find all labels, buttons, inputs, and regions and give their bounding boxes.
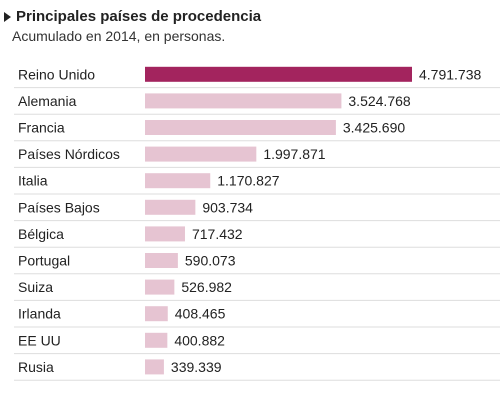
value-label-reino-unido: 4.791.738: [419, 66, 481, 82]
bar-francia: [145, 120, 336, 135]
category-label-rusia: Rusia: [18, 359, 54, 375]
value-label-francia: 3.425.690: [343, 120, 405, 136]
category-label-suiza: Suiza: [18, 279, 53, 295]
category-label-francia: Francia: [18, 120, 65, 136]
chart-header: Principales países de procedencia Acumul…: [4, 8, 261, 44]
value-label-italia: 1.170.827: [217, 173, 279, 189]
category-label-italia: Italia: [18, 173, 48, 189]
value-label-suiza: 526.982: [181, 279, 232, 295]
bar-paises-nordicos: [145, 146, 257, 162]
value-label-alemania: 3.524.768: [348, 93, 410, 109]
chart-subtitle: Acumulado en 2014, en personas.: [12, 28, 226, 44]
category-label-irlanda: Irlanda: [18, 306, 61, 322]
bar-ee-uu: [145, 332, 168, 348]
category-label-ee-uu: EE UU: [18, 332, 61, 348]
bar-portugal: [145, 253, 178, 268]
bar-paises-bajos: [145, 199, 196, 215]
triangle-bullet-icon: [4, 11, 11, 22]
category-label-portugal: Portugal: [18, 253, 70, 269]
value-label-ee-uu: 400.882: [174, 332, 225, 348]
bar-reino-unido: [145, 66, 412, 82]
value-label-belgica: 717.432: [192, 226, 243, 242]
category-label-reino-unido: Reino Unido: [18, 66, 95, 82]
category-label-paises-nordicos: Países Nórdicos: [18, 146, 120, 162]
category-label-paises-bajos: Países Bajos: [18, 199, 100, 215]
bar-irlanda: [145, 306, 168, 322]
bar-italia: [145, 173, 211, 189]
value-label-irlanda: 408.465: [175, 306, 226, 322]
category-label-alemania: Alemania: [18, 93, 77, 109]
value-label-paises-bajos: 903.734: [202, 199, 253, 215]
value-label-rusia: 339.339: [171, 359, 222, 375]
category-label-belgica: Bélgica: [18, 226, 64, 242]
bar-suiza: [145, 279, 175, 295]
chart-title: Principales países de procedencia: [16, 8, 262, 25]
bar-rusia: [145, 359, 164, 375]
bar-alemania: [145, 93, 342, 109]
value-label-paises-nordicos: 1.997.871: [263, 146, 325, 162]
title-row: Principales países de procedencia: [4, 8, 261, 25]
bar-belgica: [145, 226, 185, 242]
value-label-portugal: 590.073: [185, 253, 236, 269]
